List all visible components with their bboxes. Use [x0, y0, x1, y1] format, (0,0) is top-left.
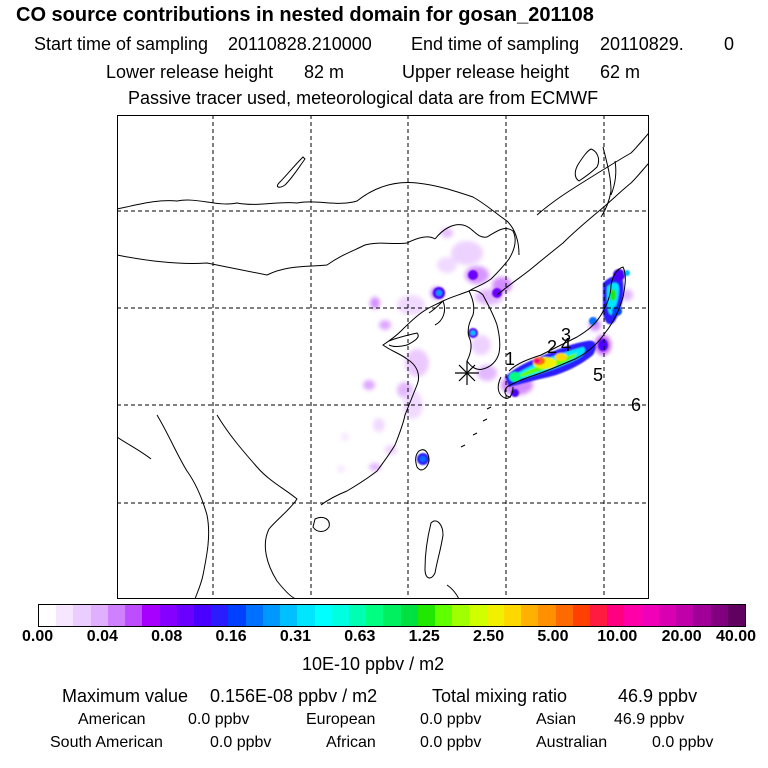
colorbar-tick-label: 10.00: [597, 628, 638, 645]
colorbar-cell: [658, 605, 677, 626]
colorbar-cell: [142, 605, 160, 626]
receptor-marker: [455, 361, 479, 385]
region-value-australian: 0.0 ppbv: [652, 734, 714, 751]
upper-release-value: 62 m: [600, 62, 641, 82]
colorbar-cell: [211, 605, 229, 626]
colorbar-cell: [417, 605, 436, 626]
source-label-6: 6: [631, 395, 641, 415]
colorbar-units: 10E-10 ppbv / m2: [302, 654, 445, 674]
region-value-south-american: 0.0 ppbv: [210, 734, 272, 751]
colorbar-cell: [331, 605, 349, 626]
region-name-african: African: [326, 734, 376, 751]
region-name-american: American: [78, 711, 146, 728]
colorbar-cell: [435, 605, 453, 626]
colorbar-tick-label: 0.63: [344, 628, 376, 645]
colorbar-tick-label: 40.00: [716, 628, 757, 645]
colorbar-cell: [314, 605, 332, 626]
colorbar-cell: [176, 605, 194, 626]
plot-title: CO source contributions in nested domain…: [16, 4, 594, 26]
colorbar-cell: [676, 605, 694, 626]
colorbar-tick-label: 0.08: [151, 628, 183, 645]
colorbar-cell: [572, 605, 590, 626]
lat-lon-grid: [117, 115, 649, 599]
source-label-1: 1: [505, 349, 515, 369]
source-label-3: 3: [561, 325, 571, 345]
colorbar-cell: [297, 605, 315, 626]
region-name-european: European: [306, 711, 376, 728]
colorbar-tick-label: 1.25: [408, 628, 440, 645]
lower-release-value: 82 m: [304, 62, 345, 82]
colorbar-cell: [56, 605, 74, 626]
colorbar-cell: [39, 605, 57, 626]
colorbar-cell: [193, 605, 212, 626]
colorbar-cell: [366, 605, 384, 626]
colorbar-cell: [262, 605, 281, 626]
colorbar-cell: [400, 605, 418, 626]
colorbar-tick-label: 0.31: [279, 628, 312, 645]
region-value-asian: 46.9 ppbv: [614, 711, 685, 728]
colorbar-cell: [590, 605, 608, 626]
total-mixing-label: Total mixing ratio: [432, 686, 568, 706]
colorbar-tick-label: 0.04: [86, 628, 118, 645]
colorbar-cell: [228, 605, 246, 626]
colorbar-cell: [245, 605, 263, 626]
colorbar-cell: [90, 605, 108, 626]
colorbar-cell: [503, 605, 522, 626]
max-value-label: Maximum value: [62, 686, 189, 706]
colorbar: [38, 604, 746, 627]
tracer-note: Passive tracer used, meteorological data…: [128, 88, 599, 108]
upper-release-label: Upper release height: [402, 62, 570, 82]
colorbar-tick-label: 2.50: [472, 628, 505, 645]
colorbar-tick-label: 0.00: [22, 628, 54, 645]
colorbar-cell: [125, 605, 143, 626]
end-time-label: End time of sampling: [411, 34, 580, 54]
colorbar-cell: [555, 605, 573, 626]
colorbar-cell: [280, 605, 298, 626]
region-value-european: 0.0 ppbv: [420, 711, 482, 728]
colorbar-tick-label: 20.00: [661, 628, 702, 645]
colorbar-tick-label: 0.16: [215, 628, 247, 645]
colorbar-cell: [469, 605, 487, 626]
map-frame: [117, 115, 649, 599]
colorbar-cell: [107, 605, 126, 626]
colorbar-cell: [624, 605, 642, 626]
region-name-asian: Asian: [536, 711, 577, 728]
colorbar-tick-label: 5.00: [537, 628, 569, 645]
start-time-value: 20110828.210000: [228, 34, 372, 54]
region-name-australian: Australian: [536, 734, 608, 751]
max-value: 0.156E-08 ppbv / m2: [210, 686, 378, 706]
colorbar-cell: [538, 605, 556, 626]
source-label-2: 2: [547, 337, 557, 357]
start-time-label: Start time of sampling: [34, 34, 209, 54]
source-label-5: 5: [593, 365, 603, 385]
end-time-value: 20110829.: [600, 34, 684, 54]
colorbar-cell: [73, 605, 91, 626]
region-value-american: 0.0 ppbv: [188, 711, 250, 728]
colorbar-cell: [607, 605, 625, 626]
coastlines: [117, 132, 649, 599]
colorbar-cell: [348, 605, 367, 626]
colorbar-cell: [159, 605, 177, 626]
end-time-hour: 0: [724, 34, 735, 54]
lower-release-label: Lower release height: [106, 62, 274, 82]
total-mixing-value: 46.9 ppbv: [618, 686, 698, 706]
region-name-south-american: South American: [50, 734, 163, 751]
colorbar-cell: [383, 605, 401, 626]
colorbar-cell: [710, 605, 728, 626]
colorbar-cell: [641, 605, 659, 626]
map-panel: 1 2 3 4 5 6: [117, 115, 649, 599]
source-label-4: 4: [561, 335, 571, 355]
colorbar-cell: [452, 605, 470, 626]
region-value-african: 0.0 ppbv: [420, 734, 482, 751]
colorbar-cell: [693, 605, 711, 626]
colorbar-cell: [727, 605, 745, 626]
colorbar-cell: [521, 605, 539, 626]
colorbar-cell: [486, 605, 504, 626]
